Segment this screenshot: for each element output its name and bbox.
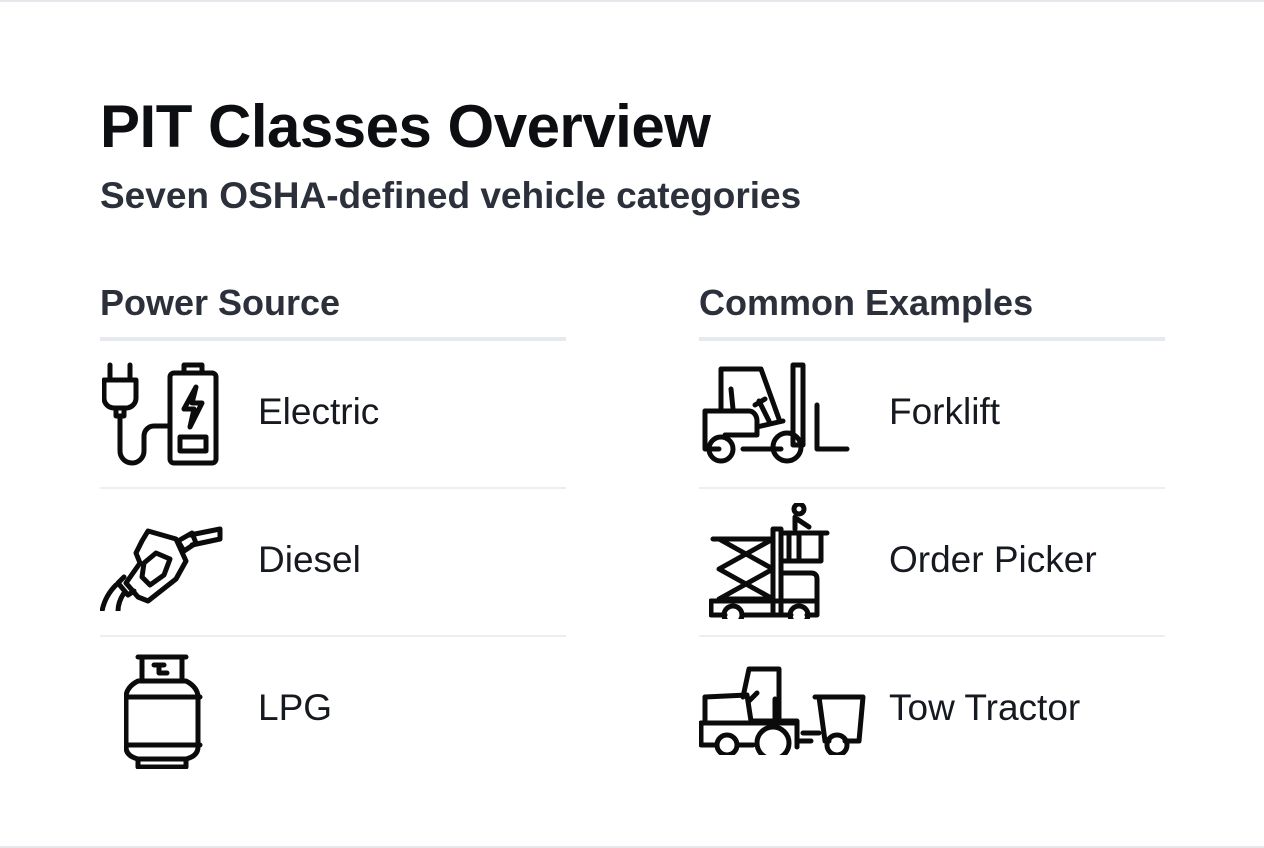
item-label: Forklift bbox=[889, 391, 1000, 432]
plug-battery-icon bbox=[102, 361, 222, 471]
gas-cylinder-icon bbox=[124, 653, 204, 769]
list-item-lpg: LPG bbox=[100, 637, 566, 783]
item-label: LPG bbox=[258, 687, 333, 728]
list-item-electric: Electric bbox=[100, 341, 566, 489]
list-item-diesel: Diesel bbox=[100, 489, 566, 637]
page-subtitle: Seven OSHA-defined vehicle categories bbox=[100, 175, 802, 216]
tow-tractor-icon bbox=[699, 663, 867, 755]
item-label: Order Picker bbox=[889, 539, 1097, 580]
list-item-tow-tractor: Tow Tractor bbox=[699, 637, 1165, 783]
page-title: PIT Classes Overview bbox=[100, 93, 711, 160]
power-source-heading: Power Source bbox=[100, 278, 566, 341]
power-source-section: Power Source Electric bbox=[100, 278, 566, 783]
list-item-order-picker: Order Picker bbox=[699, 489, 1165, 637]
fuel-nozzle-icon bbox=[100, 511, 226, 611]
item-label: Diesel bbox=[258, 539, 361, 580]
top-border bbox=[0, 0, 1264, 2]
item-label: Tow Tractor bbox=[889, 687, 1081, 728]
order-picker-icon bbox=[709, 503, 835, 619]
common-examples-heading: Common Examples bbox=[699, 278, 1165, 341]
list-item-forklift: Forklift bbox=[699, 341, 1165, 489]
bottom-border bbox=[0, 846, 1264, 848]
forklift-icon bbox=[701, 361, 851, 465]
item-label: Electric bbox=[258, 391, 380, 432]
common-examples-section: Common Examples Forklift bbox=[699, 278, 1165, 783]
